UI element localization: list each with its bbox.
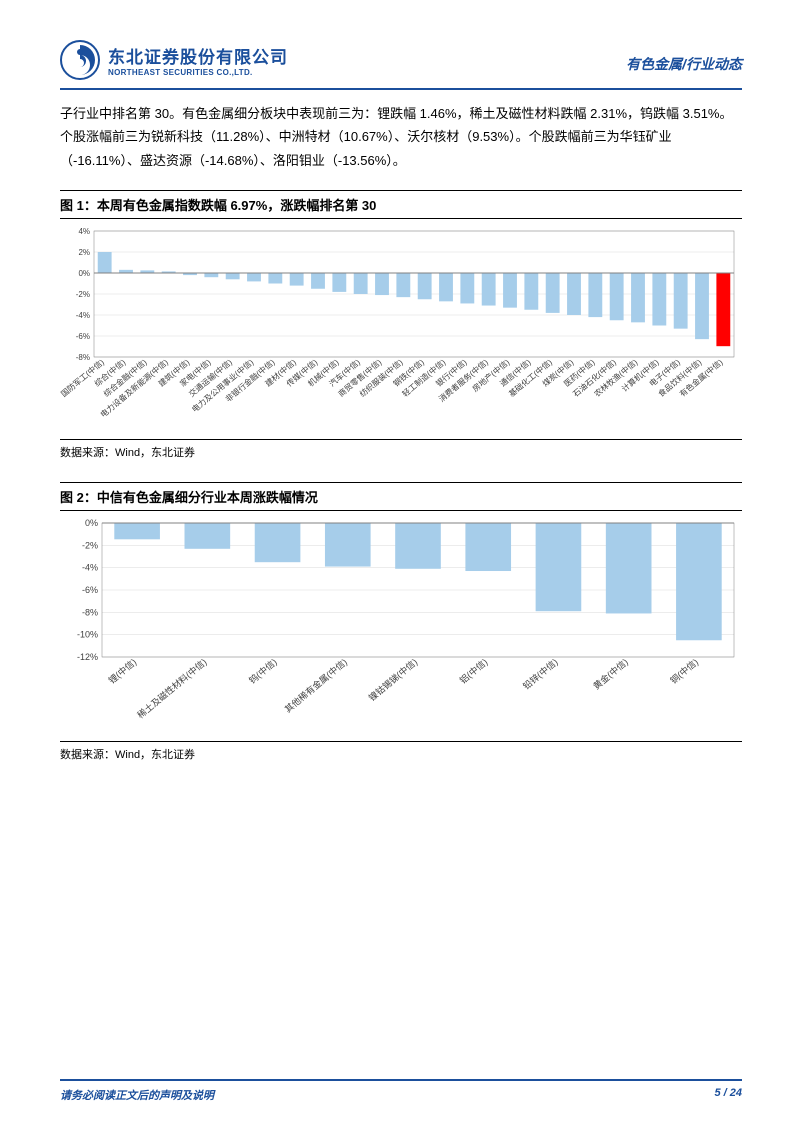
chart1-source: 数据来源：Wind，东北证券 [60, 439, 742, 460]
svg-text:其他稀有金属(中信): 其他稀有金属(中信) [282, 656, 349, 715]
chart2-title: 图 2：中信有色金属细分行业本周涨跌幅情况 [60, 482, 742, 511]
page-header: 东北证券股份有限公司 NORTHEAST SECURITIES CO.,LTD.… [60, 40, 742, 90]
svg-text:-4%: -4% [82, 563, 98, 573]
svg-text:-8%: -8% [82, 608, 98, 618]
svg-text:稀土及磁性材料(中信): 稀土及磁性材料(中信) [135, 656, 209, 720]
chart2-container: -12% -10% -8% -6% -4% -2% 0% 锂(中信)稀土及磁性材料(中信) 钨(… [60, 517, 742, 737]
chart2-svg: -12% -10% -8% -6% -4% -2% 0% 锂(中信)稀土及磁性材料(中信) 钨(… [60, 517, 740, 737]
svg-text:锂(中信): 锂(中信) [106, 656, 138, 686]
svg-text:-2%: -2% [82, 541, 98, 551]
svg-text:黄金(中信): 黄金(中信) [591, 656, 630, 691]
svg-text:-6%: -6% [82, 585, 98, 595]
svg-text:-6%: -6% [76, 332, 90, 341]
footer-disclaimer: 请务必阅读正文后的声明及说明 [60, 1087, 214, 1103]
svg-text:镍钴锡锑(中信): 镍钴锡锑(中信) [366, 656, 419, 703]
page-footer: 请务必阅读正文后的声明及说明 5 / 24 [60, 1079, 742, 1103]
chart1-svg: -8%-6%-4%-2%0%2%4%国防军工(中信)综合(中信)综合金融(中信)… [60, 225, 740, 435]
chart1-title: 图 1：本周有色金属指数跌幅 6.97%，涨跌幅排名第 30 [60, 190, 742, 219]
header-category: 有色金属/行业动态 [626, 54, 742, 74]
footer-page-number: 5 / 24 [714, 1087, 742, 1103]
svg-text:2%: 2% [78, 248, 90, 257]
logo-text: 东北证券股份有限公司 NORTHEAST SECURITIES CO.,LTD. [108, 43, 288, 77]
svg-text:-4%: -4% [76, 311, 90, 320]
svg-text:0%: 0% [78, 269, 90, 278]
svg-text:铝(中信): 铝(中信) [457, 656, 489, 686]
body-paragraph: 子行业中排名第 30。有色金属细分板块中表现前三为：锂跌幅 1.46%，稀土及磁… [60, 102, 742, 172]
svg-text:-12%: -12% [77, 652, 98, 662]
svg-text:4%: 4% [78, 227, 90, 236]
svg-text:铅锌(中信): 铅锌(中信) [520, 656, 559, 691]
logo-en: NORTHEAST SECURITIES CO.,LTD. [108, 68, 288, 77]
svg-text:钨(中信): 钨(中信) [246, 656, 278, 686]
logo-cn: 东北证券股份有限公司 [108, 43, 288, 68]
chart2-source: 数据来源：Wind，东北证券 [60, 741, 742, 762]
svg-text:-2%: -2% [76, 290, 90, 299]
svg-text:-8%: -8% [76, 353, 90, 362]
logo-block: 东北证券股份有限公司 NORTHEAST SECURITIES CO.,LTD. [60, 40, 288, 80]
chart1-container: -8%-6%-4%-2%0%2%4%国防军工(中信)综合(中信)综合金融(中信)… [60, 225, 742, 435]
svg-text:-10%: -10% [77, 630, 98, 640]
company-logo-icon [60, 40, 100, 80]
svg-text:0%: 0% [85, 518, 98, 528]
svg-text:铜(中信): 铜(中信) [668, 656, 700, 686]
